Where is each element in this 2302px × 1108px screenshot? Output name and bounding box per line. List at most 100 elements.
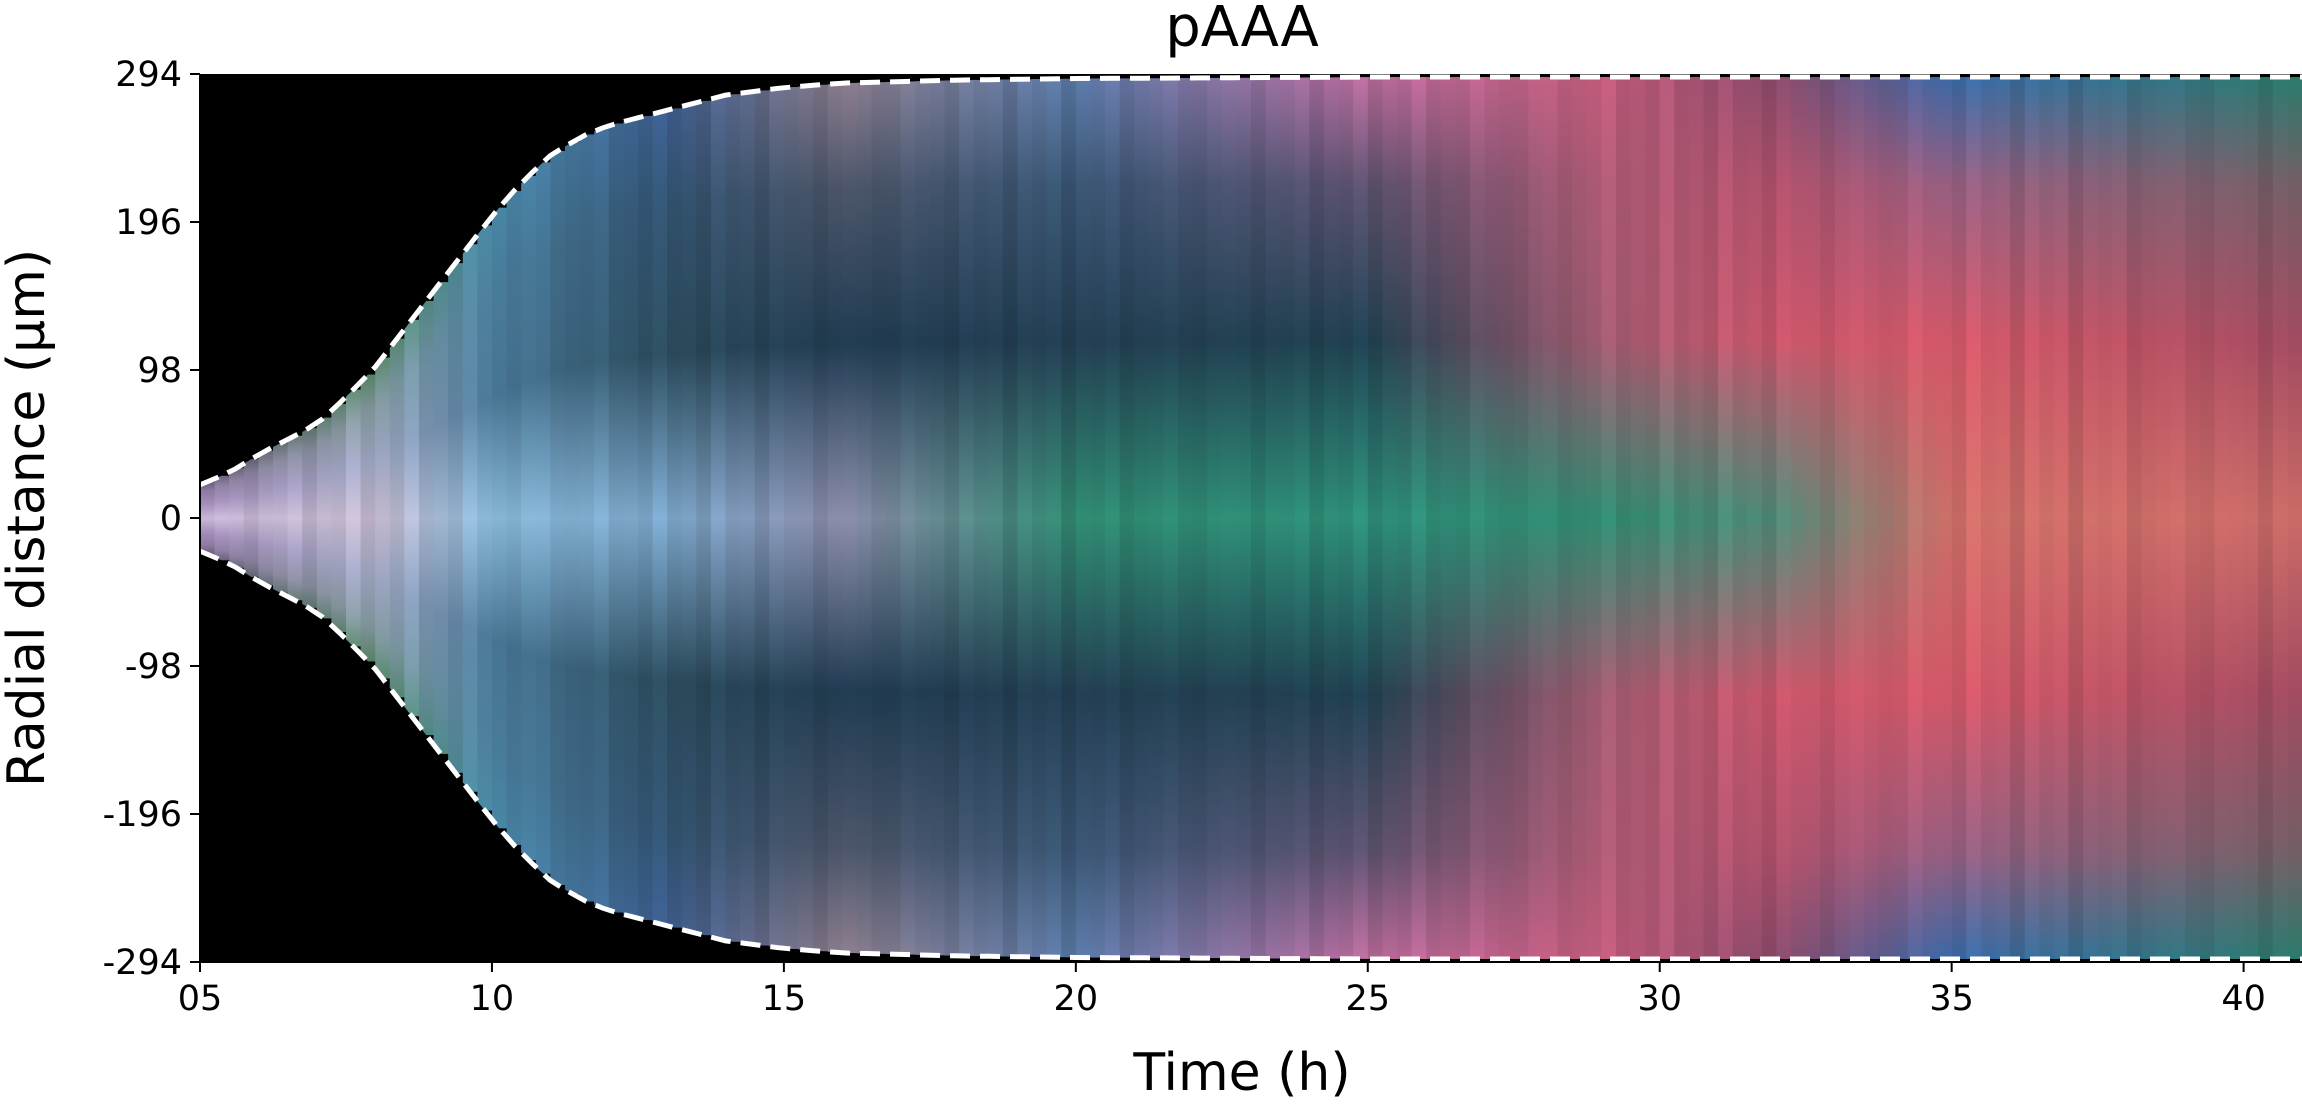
x-tick-label: 10 (470, 979, 515, 1019)
heatmap-column (2272, 77, 2289, 959)
heatmap-column (1294, 77, 1310, 959)
x-tick-label: 40 (2221, 979, 2266, 1019)
x-axis-ticks: 05 10 15 20 25 30 35 40 (178, 962, 2266, 1019)
heatmap-column (1849, 77, 1865, 959)
heatmap-column (477, 225, 493, 811)
heatmap-column (302, 428, 318, 608)
y-tick-label: -294 (103, 943, 182, 983)
heatmap-column (1251, 77, 1267, 959)
heatmap-column (1280, 77, 1296, 959)
heatmap-column (1907, 77, 1924, 959)
heatmap-column (1776, 77, 1792, 959)
heatmap-column (521, 175, 537, 861)
heatmap-column (331, 403, 347, 633)
heatmap-column (1557, 77, 1573, 959)
heatmap-column (1469, 77, 1486, 959)
heatmap-column (725, 94, 741, 942)
heatmap-column (2068, 77, 2084, 959)
heatmap-column (1805, 77, 1821, 959)
heatmap-column (2053, 77, 2070, 959)
heatmap-column (433, 282, 449, 754)
heatmap-column (1323, 77, 1340, 959)
heatmap-column (2141, 77, 2157, 959)
heatmap-column (418, 300, 435, 736)
heatmap-column (2039, 77, 2055, 959)
heatmap-column (579, 134, 595, 902)
heatmap-column (944, 80, 960, 956)
heatmap-column (594, 128, 610, 908)
plot-area (200, 74, 2302, 962)
heatmap-column (1353, 77, 1369, 959)
heatmap-column (389, 338, 405, 698)
heatmap-column (929, 80, 946, 956)
heatmap-column (1484, 77, 1500, 959)
heatmap-column (375, 357, 391, 679)
heatmap-column (1032, 79, 1048, 957)
heatmap-column (1586, 77, 1602, 959)
heatmap-column (827, 83, 843, 953)
heatmap-column (1674, 77, 1690, 959)
x-axis-label: Time (h) (1132, 1043, 1350, 1103)
heatmap-column (2112, 77, 2128, 959)
heatmap-column (1791, 77, 1807, 959)
heatmap-column (491, 207, 508, 829)
heatmap-column (1615, 77, 1632, 959)
heatmap-column (900, 81, 916, 955)
heatmap-column (2287, 77, 2302, 959)
heatmap-column (1075, 78, 1092, 958)
x-tick-label: 30 (1637, 979, 1682, 1019)
heatmap-column (2199, 77, 2216, 959)
heatmap-column (1718, 77, 1734, 959)
y-axis-label: Radial distance (μm) (0, 249, 57, 787)
heatmap-column (623, 119, 639, 917)
heatmap-column (798, 85, 814, 951)
heatmap-column (1440, 77, 1456, 959)
heatmap-column (1119, 78, 1135, 958)
heatmap-column (1134, 78, 1150, 958)
y-tick-label: 98 (137, 351, 182, 391)
heatmap-column (1542, 77, 1559, 959)
heatmap-column (2170, 77, 2186, 959)
heatmap-column (1922, 77, 1938, 959)
heatmap-column (1367, 77, 1383, 959)
heatmap-column (2243, 77, 2259, 959)
heatmap-column (1382, 77, 1398, 959)
heatmap-column (1192, 77, 1208, 959)
heatmap-column (404, 319, 420, 717)
y-tick-label: -98 (125, 647, 182, 687)
heatmap-column (696, 100, 712, 936)
heatmap-column (710, 97, 727, 939)
heatmap-column (1002, 79, 1019, 957)
colony-boundary-bottom (200, 548, 2302, 962)
heatmap-column (1688, 77, 1705, 959)
heatmap-column (1411, 77, 1427, 959)
heatmap-column (1455, 77, 1471, 959)
heatmap-column (856, 82, 873, 954)
colony-boundary-top (200, 74, 2302, 488)
heatmap-column (448, 263, 464, 773)
heatmap-column (988, 79, 1004, 957)
heatmap-column (1309, 77, 1325, 959)
heatmap-column (754, 90, 770, 946)
heatmap-column (1747, 77, 1763, 959)
heatmap-column (2024, 77, 2040, 959)
heatmap-column (229, 468, 245, 568)
heatmap-column (200, 481, 216, 555)
heatmap-column (1396, 77, 1413, 959)
y-tick-label: 196 (115, 203, 182, 243)
heatmap-column (258, 450, 274, 586)
heatmap-column (243, 459, 259, 577)
heatmap-column (564, 141, 581, 895)
heatmap-column (2229, 77, 2245, 959)
heatmap-column (1878, 77, 1894, 959)
heatmap-column (1864, 77, 1880, 959)
heatmap-column (2156, 77, 2172, 959)
heatmap-column (1513, 77, 1529, 959)
x-tick-label: 35 (1929, 979, 1974, 1019)
heatmap-column (1499, 77, 1515, 959)
heatmap-column (1601, 77, 1617, 959)
heatmap-column (1761, 77, 1778, 959)
heatmap-column (915, 80, 931, 956)
y-tick-label: 294 (115, 55, 182, 95)
